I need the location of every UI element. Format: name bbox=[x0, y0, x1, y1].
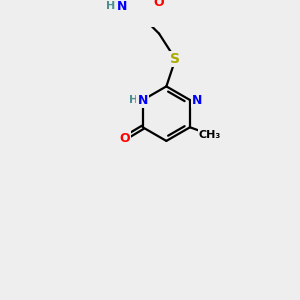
Text: N: N bbox=[138, 94, 148, 106]
Text: O: O bbox=[154, 0, 164, 9]
Text: N: N bbox=[117, 0, 127, 13]
Text: H: H bbox=[129, 95, 138, 105]
Text: S: S bbox=[170, 52, 181, 66]
Text: H: H bbox=[106, 2, 116, 11]
Text: O: O bbox=[119, 132, 130, 145]
Text: CH₃: CH₃ bbox=[199, 130, 221, 140]
Text: N: N bbox=[192, 94, 202, 106]
